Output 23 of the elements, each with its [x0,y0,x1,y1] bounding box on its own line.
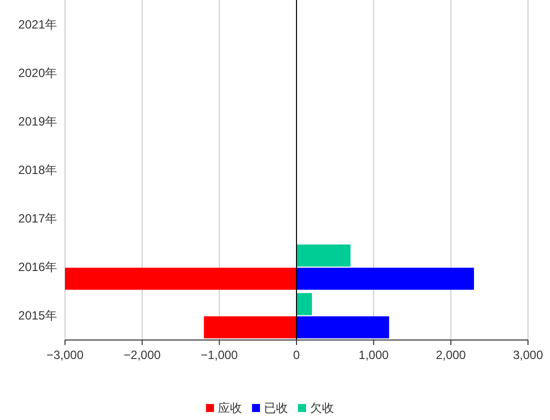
x-tick-label: 2,000 [436,348,466,362]
x-tick-label: −2,000 [124,348,162,362]
x-tick-label: 1,000 [358,348,390,362]
x-tick-label: 3,000 [512,348,544,362]
y-tick-label: 2020年 [18,66,57,80]
x-tick-label: −1,000 [200,348,238,362]
y-tick-label: 2017年 [18,212,57,226]
legend-label: 已收 [264,401,288,415]
y-tick-label: 2019年 [18,114,57,128]
bar [204,316,296,338]
bar [296,316,390,338]
x-tick-label: 0 [293,348,300,362]
y-tick-label: 2021年 [18,17,57,32]
y-tick-label: 2015年 [18,308,57,323]
bar [65,268,296,290]
legend-label: 欠收 [310,401,334,415]
y-tick-label: 2016年 [18,260,57,274]
bar [296,268,474,290]
bar [296,244,351,267]
x-tick-label: −3,000 [46,348,84,362]
legend-label: 应收 [218,401,242,415]
bar [296,293,312,316]
y-tick-label: 2018年 [18,163,57,177]
